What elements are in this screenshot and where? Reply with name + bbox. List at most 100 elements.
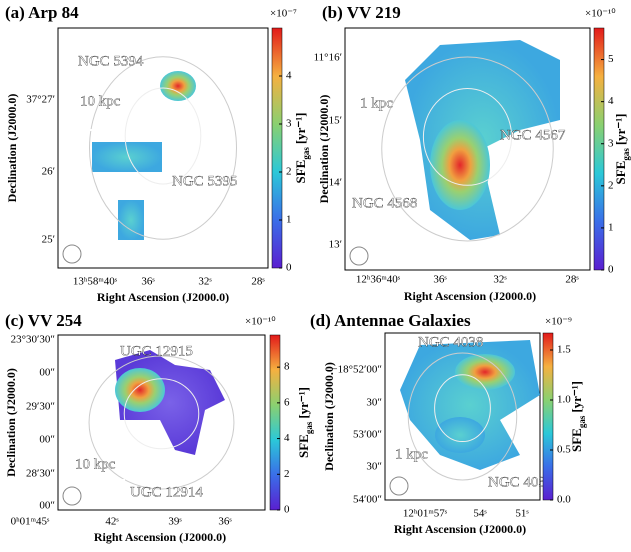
galaxy-label: UGC 12914 bbox=[130, 484, 203, 500]
x-tick-label: 28ˢ bbox=[251, 276, 265, 288]
panel-title: (a) Arp 84 bbox=[5, 3, 79, 22]
contour bbox=[124, 87, 202, 185]
x-tick-label: 12ʰ01ᵐ57ˢ bbox=[403, 508, 448, 520]
emission-region bbox=[118, 200, 144, 240]
beam bbox=[349, 246, 369, 266]
colorbar-tick-label: 3 bbox=[608, 137, 614, 149]
galaxy-label: 1 kpc bbox=[360, 95, 393, 111]
color-scale: ×10⁻⁷ bbox=[270, 8, 297, 20]
x-tick-label: 12ʰ36ᵐ40ˢ bbox=[356, 274, 401, 286]
galaxy-label: NGC 4567 bbox=[500, 127, 566, 143]
label-unit: [yr⁻¹] bbox=[296, 387, 311, 419]
label-unit: [yr⁻¹] bbox=[293, 112, 308, 144]
y-tick-label: 14′ bbox=[329, 177, 342, 189]
colorbar-tick-label: 2 bbox=[286, 166, 292, 178]
label-sub: gas bbox=[577, 415, 587, 428]
label-main: SFE bbox=[569, 428, 584, 452]
x-axis-label: Right Ascension (J2000.0) bbox=[97, 290, 229, 304]
colorbar-tick-label: 0.5 bbox=[557, 444, 571, 456]
emission-region bbox=[455, 354, 515, 390]
label-main: SFE bbox=[296, 434, 311, 458]
y-axis-label: Declination (J2000.0) bbox=[4, 368, 18, 477]
colorbar-tick-label: 4 bbox=[608, 95, 614, 107]
x-tick-label: 32ˢ bbox=[198, 276, 212, 288]
colorbar-tick-label: 1.5 bbox=[557, 344, 571, 356]
y-tick-label: 00″ bbox=[39, 500, 55, 512]
beam bbox=[62, 244, 82, 264]
label-main: SFE bbox=[293, 160, 308, 184]
x-tick-label: 39ˢ bbox=[168, 516, 182, 528]
contour bbox=[88, 355, 235, 490]
contour bbox=[123, 378, 200, 450]
x-tick-label: 51ˢ bbox=[515, 508, 529, 520]
y-tick-label: 53′00″ bbox=[353, 429, 382, 441]
colorbar-tick-label: 4 bbox=[286, 70, 292, 82]
colorbar-tick-label: 1.0 bbox=[557, 394, 571, 406]
panel: (a) Arp 84 ×10⁻⁷ NGC 5394 NGC 5395 10 kpc 13ʰ… bbox=[5, 3, 311, 304]
emission-region bbox=[160, 71, 196, 101]
label-sub: gas bbox=[304, 421, 314, 434]
label-main: SFE bbox=[613, 161, 628, 185]
x-axis-label: Right Ascension (J2000.0) bbox=[94, 530, 226, 544]
panel: (c) VV 254 ×10⁻¹⁰ UGC 12915 UGC 12914 10 kpc… bbox=[4, 311, 314, 544]
colorbar-tick-label: 0 bbox=[284, 504, 290, 516]
colorbar-tick-label: 1 bbox=[608, 221, 614, 233]
panel-title: (b) VV 219 bbox=[322, 3, 401, 22]
y-tick-label: 00″ bbox=[39, 367, 55, 379]
colorbar-tick-label: 0.0 bbox=[557, 494, 571, 506]
colorbar-tick-label: 2 bbox=[608, 179, 614, 191]
y-tick-label: 54′00″ bbox=[353, 494, 382, 506]
contour bbox=[407, 352, 518, 481]
y-tick-label: 26′ bbox=[42, 166, 55, 178]
x-tick-label: 32ˢ bbox=[493, 274, 507, 286]
y-axis-label: Declination (J2000.0) bbox=[322, 362, 336, 471]
galaxy-label: 10 kpc bbox=[75, 456, 116, 472]
color-scale: ×10⁻¹⁰ bbox=[245, 316, 276, 328]
x-tick-label: 0ʰ01ᵐ45ˢ bbox=[11, 516, 50, 528]
x-tick-label: 42ˢ bbox=[105, 516, 119, 528]
colorbar-tick-label: 0 bbox=[286, 262, 292, 274]
y-tick-label: 37°27′ bbox=[26, 94, 55, 106]
colorbar-tick-label: 5 bbox=[608, 53, 614, 65]
y-tick-label: 15′ bbox=[329, 115, 342, 127]
colorbar-tick-label: 2 bbox=[284, 468, 290, 480]
emission-region bbox=[435, 417, 485, 453]
panel: (b) VV 219 ×10⁻¹⁰ NGC 4567 NGC 4568 1 kpc 12ʰ… bbox=[120, 3, 631, 379]
colorbar-label: SFEgas [yr⁻¹] bbox=[293, 112, 311, 183]
colorbar bbox=[542, 332, 554, 501]
x-tick-label: 54ˢ bbox=[473, 508, 487, 520]
label-unit: [yr⁻¹] bbox=[569, 381, 584, 413]
y-tick-label: 23°30′30″ bbox=[11, 334, 55, 346]
x-tick-label: 28ˢ bbox=[565, 274, 579, 286]
emission-region bbox=[115, 368, 165, 412]
emission-region bbox=[430, 120, 490, 210]
galaxy-label: NGC 5394 bbox=[78, 53, 144, 69]
label-sub: gas bbox=[621, 148, 631, 161]
x-tick-label: 36ˢ bbox=[141, 276, 155, 288]
colorbar bbox=[271, 27, 283, 269]
color-scale: ×10⁻⁹ bbox=[545, 316, 572, 328]
x-tick-label: 36ˢ bbox=[433, 274, 447, 286]
y-tick-label: 29′30″ bbox=[26, 401, 55, 413]
colorbar-tick-label: 3 bbox=[286, 118, 292, 130]
galaxy-label: NGC 4568 bbox=[352, 195, 417, 211]
colorbar bbox=[593, 27, 605, 271]
y-tick-label: 11°16′ bbox=[314, 52, 342, 64]
galaxy-label: NGC 4039 bbox=[488, 474, 553, 490]
panel: (d) Antennae Galaxies ×10⁻⁹ NGC 4038 NGC 40… bbox=[310, 311, 587, 536]
colorbar-label: SFEgas [yr⁻¹] bbox=[569, 381, 587, 452]
panel-title: (d) Antennae Galaxies bbox=[310, 311, 471, 330]
galaxy-label: 1 kpc bbox=[395, 446, 428, 462]
colorbar-tick-label: 8 bbox=[284, 361, 290, 373]
beam bbox=[389, 476, 409, 496]
colorbar-tick-label: 4 bbox=[284, 432, 290, 444]
contour bbox=[381, 56, 554, 242]
y-tick-label: 25′ bbox=[42, 234, 55, 246]
panel-title: (c) VV 254 bbox=[5, 311, 82, 330]
y-tick-label: 13′ bbox=[329, 239, 342, 251]
beam bbox=[62, 486, 82, 506]
colorbar-tick-label: 0 bbox=[608, 264, 614, 276]
x-tick-label: 36ˢ bbox=[218, 516, 232, 528]
colorbar-label: SFEgas [yr⁻¹] bbox=[296, 387, 314, 458]
